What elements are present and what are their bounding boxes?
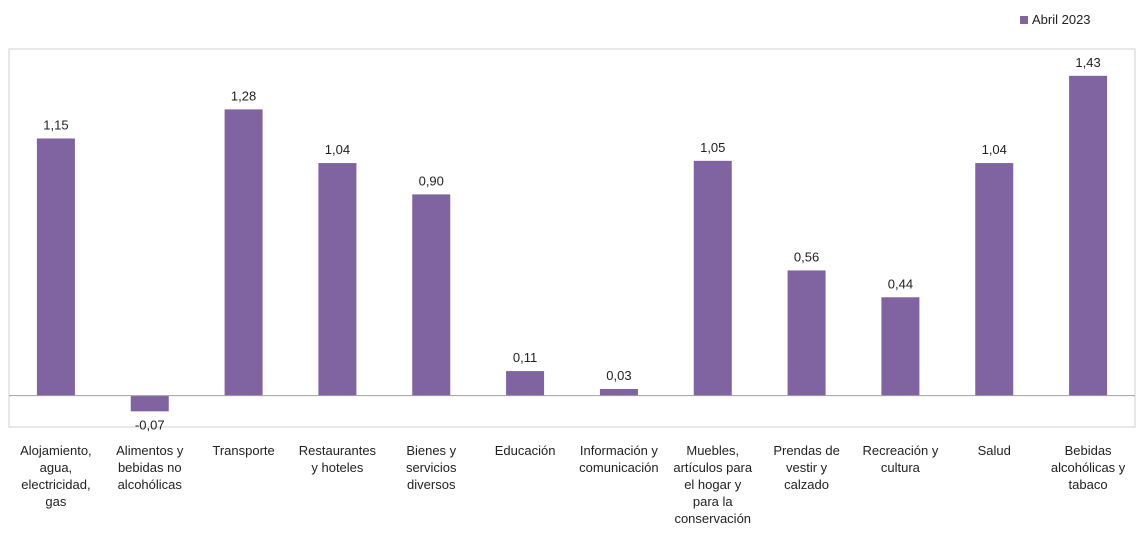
value-labels-group: 1,15 -0,07 1,28 1,04 0,90 0,11 0,03 1,05 0,56 0,4… — [43, 55, 1100, 433]
legend: Abril 2023 — [1020, 12, 1091, 27]
legend-label: Abril 2023 — [1032, 12, 1091, 27]
category-label: Prendas de vestir y calzado — [773, 443, 840, 492]
category-label: Bienes y servicios diversos — [405, 443, 457, 492]
category-label: Alojamiento, agua, electricidad, gas — [20, 443, 92, 509]
category-label: Restaurantes y hoteles — [298, 443, 377, 475]
category-label: Educación — [494, 443, 556, 458]
value-label: -0,07 — [135, 417, 165, 432]
value-label: 1,05 — [700, 140, 725, 155]
value-label: 0,03 — [606, 368, 631, 383]
value-label: 1,15 — [43, 117, 68, 132]
value-label: 1,04 — [325, 142, 350, 157]
category-label: Alimentos y bebidas no alcohólicas — [116, 443, 184, 492]
legend-swatch — [1020, 15, 1028, 24]
bars-group — [36, 75, 1108, 412]
bar — [36, 138, 75, 396]
category-label: Información y comunicación — [579, 443, 659, 475]
bar — [693, 160, 732, 396]
value-label: 1,43 — [1075, 55, 1100, 70]
bar — [975, 163, 1014, 396]
bar — [506, 371, 545, 396]
value-label: 1,04 — [982, 142, 1007, 157]
value-label: 0,90 — [419, 173, 444, 188]
bar — [787, 270, 826, 396]
bar — [1069, 75, 1108, 396]
bar — [224, 109, 263, 396]
category-label: Recreación y cultura — [862, 443, 939, 475]
bar — [318, 163, 357, 396]
bar — [130, 395, 169, 412]
category-label: Transporte — [212, 443, 275, 458]
value-label: 1,28 — [231, 88, 256, 103]
value-label: 0,44 — [888, 276, 913, 291]
bar — [599, 388, 638, 396]
category-label: Muebles, artículos para el hogar y para la c… — [673, 443, 753, 526]
category-label: Salud — [977, 443, 1011, 458]
value-label: 0,11 — [513, 350, 537, 365]
bar — [881, 297, 920, 396]
plot-area-frame — [8, 48, 1136, 428]
bar — [412, 194, 451, 396]
category-label: Bebidas alcohólicas y tabaco — [1050, 443, 1126, 492]
value-label: 0,56 — [794, 249, 819, 264]
